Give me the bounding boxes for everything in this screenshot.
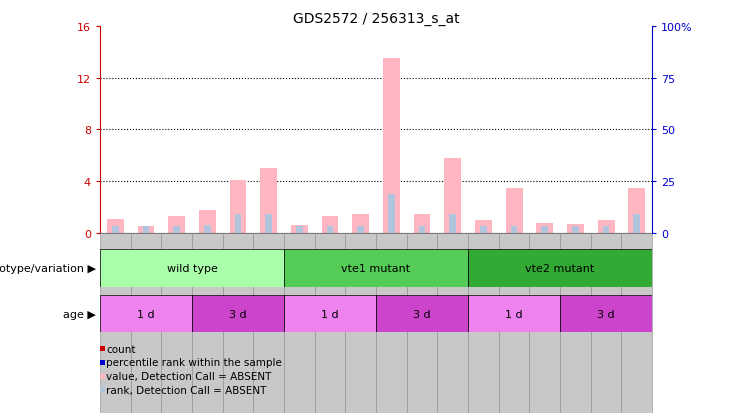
Bar [376,295,468,332]
Bar [445,159,461,233]
Bar [468,250,652,287]
Bar [327,227,333,233]
Bar [376,233,407,413]
Text: percentile rank within the sample: percentile rank within the sample [106,358,282,368]
Text: rank, Detection Call = ABSENT: rank, Detection Call = ABSENT [106,385,267,395]
Bar [449,214,456,233]
Text: 1 d: 1 d [322,309,339,319]
Bar [419,227,425,233]
Bar [542,227,548,233]
Bar [173,227,180,233]
Bar [223,233,253,413]
Bar [107,219,124,233]
Bar [567,224,584,233]
Bar [413,214,431,233]
Bar [130,233,162,413]
Bar [345,233,376,413]
Bar [468,295,560,332]
Bar [468,233,499,413]
Bar [100,295,192,332]
Text: 1 d: 1 d [505,309,523,319]
Text: 3 d: 3 d [597,309,615,319]
Text: count: count [106,344,136,354]
Bar [591,233,622,413]
Bar [407,233,437,413]
Bar [480,227,487,233]
Bar [284,250,468,287]
Bar [602,227,609,233]
Bar [192,295,284,332]
Text: vte1 mutant: vte1 mutant [342,263,411,273]
Bar [475,221,492,233]
Bar [383,59,400,233]
Text: vte2 mutant: vte2 mutant [525,263,595,273]
Bar [168,216,185,233]
Bar [357,227,364,233]
Bar [315,233,345,413]
Bar [437,233,468,413]
Bar [511,227,517,233]
Bar [143,227,150,233]
Text: 1 d: 1 d [137,309,155,319]
Bar [499,233,529,413]
Bar [100,233,130,413]
Bar [572,227,579,233]
Bar [322,216,339,233]
Bar [260,169,277,233]
Bar [265,214,272,233]
Bar [598,221,614,233]
Bar [560,295,652,332]
Bar [199,210,216,233]
Bar [204,225,210,233]
Text: age ▶: age ▶ [64,309,96,319]
Bar [529,233,560,413]
Bar [505,188,522,233]
Bar [162,233,192,413]
Bar [634,214,640,233]
Bar [192,233,223,413]
Bar [253,233,284,413]
Bar [230,180,247,233]
Text: 3 d: 3 d [229,309,247,319]
Bar [284,233,315,413]
Bar [291,225,308,233]
Bar [628,188,645,233]
Bar [296,227,303,233]
Text: value, Detection Call = ABSENT: value, Detection Call = ABSENT [106,371,272,381]
Bar [352,214,369,233]
Bar [622,233,652,413]
Text: genotype/variation ▶: genotype/variation ▶ [0,263,96,273]
Text: 3 d: 3 d [413,309,431,319]
Bar [100,250,284,287]
Bar [536,223,554,233]
Text: GDS2572 / 256313_s_at: GDS2572 / 256313_s_at [293,12,459,26]
Bar [138,227,154,233]
Bar [388,195,395,233]
Bar [560,233,591,413]
Bar [284,295,376,332]
Bar [235,214,242,233]
Bar [112,227,119,233]
Text: wild type: wild type [167,263,217,273]
